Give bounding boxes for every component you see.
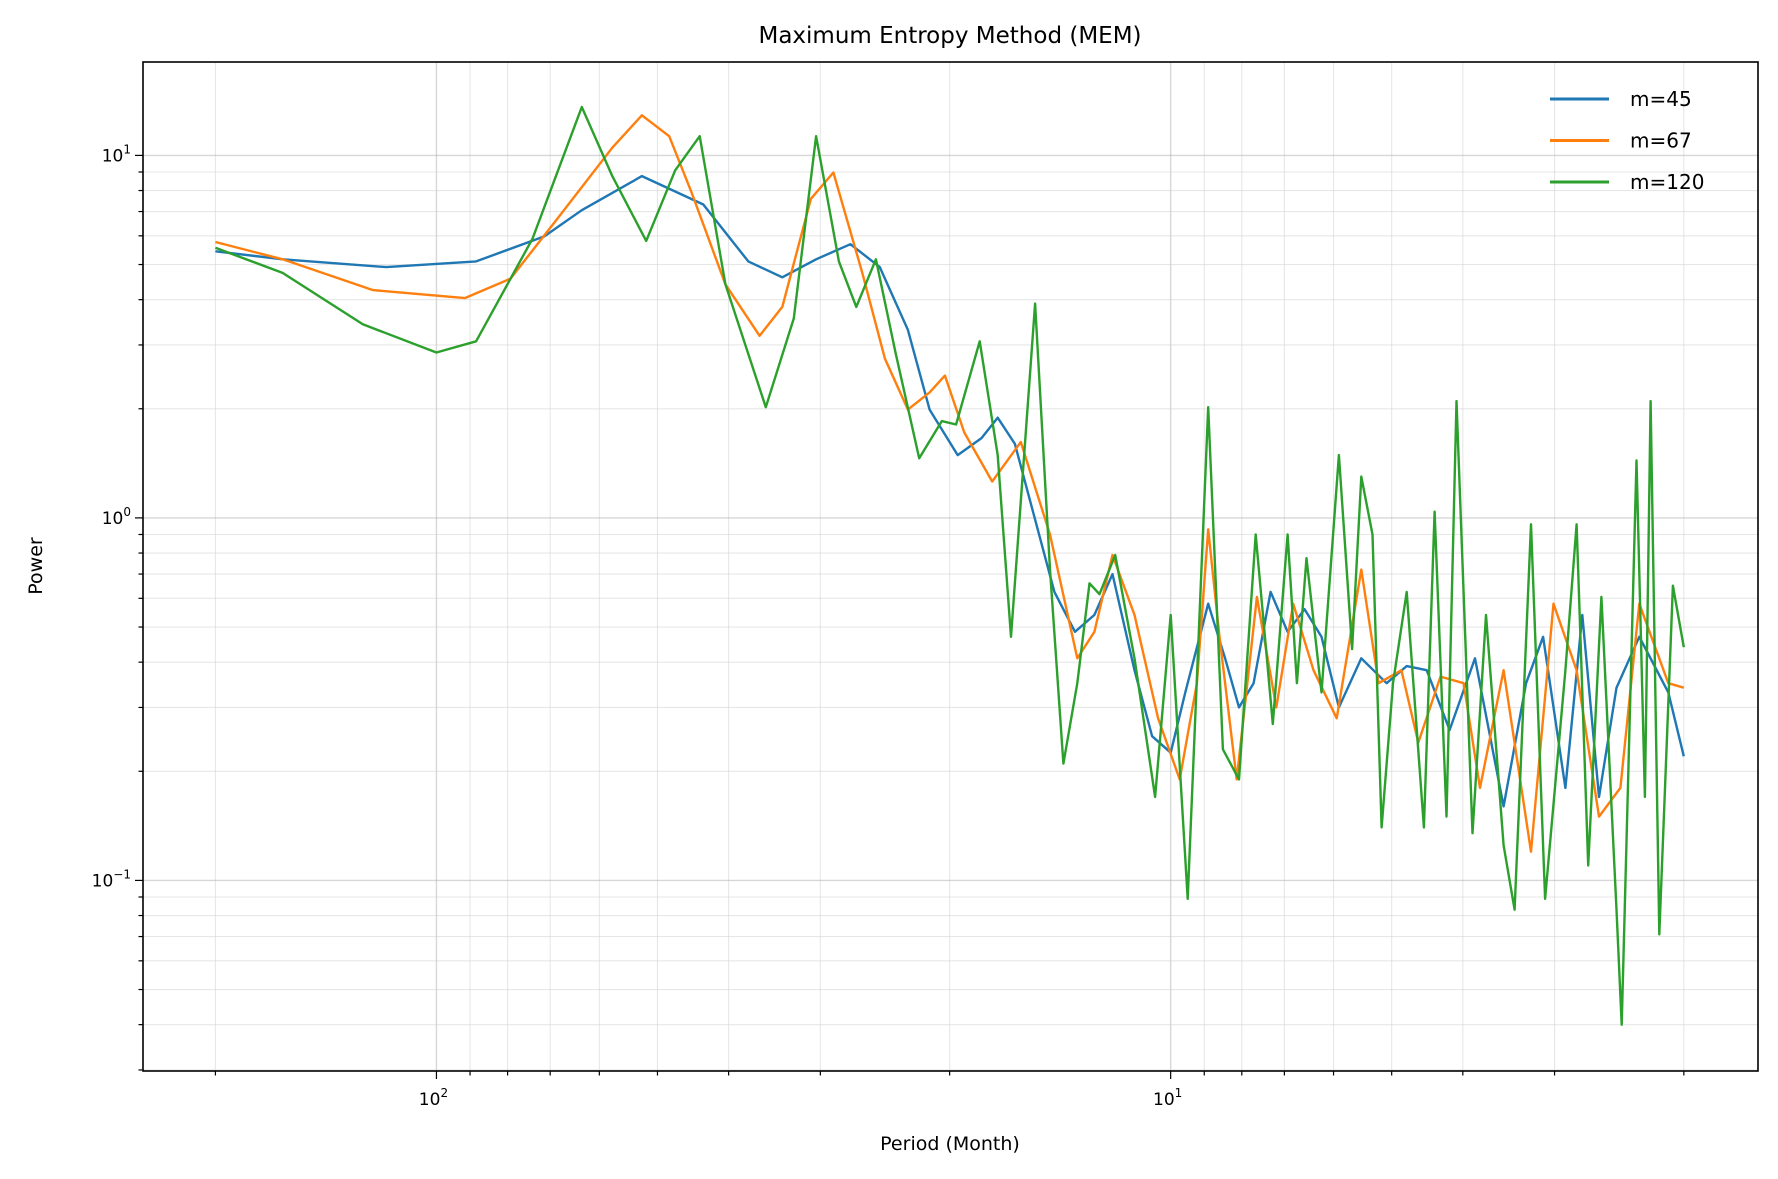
y-axis-label: Power [25,537,47,595]
axis-ticks: 102 101 101 100 10−1 [92,142,1685,1110]
legend: m=45 m=67 m=120 [1550,87,1704,194]
legend-label: m=120 [1630,170,1704,194]
chart-title: Maximum Entropy Method (MEM) [758,23,1141,49]
y-tick-label: 10−1 [92,867,131,891]
series-line-m-67 [215,114,1685,853]
series-line-m-120 [214,105,1685,1026]
legend-label: m=45 [1630,87,1692,111]
x-tick-label: 102 [419,1086,448,1110]
series-lines [214,105,1685,1026]
y-tick-label: 100 [102,505,131,529]
y-tick-label: 101 [102,142,131,166]
legend-label: m=67 [1630,129,1692,153]
plot-frame [142,61,1759,1072]
x-axis-label: Period (Month) [880,1133,1020,1155]
x-tick-label: 101 [1153,1086,1182,1110]
grid-lines [143,62,1758,1071]
